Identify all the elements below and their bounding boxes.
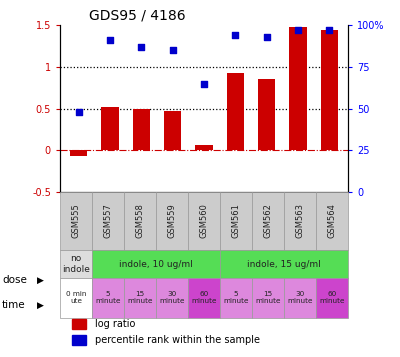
Bar	[188, 192, 220, 250]
Text: 5
minute: 5 minute	[223, 291, 249, 305]
Text: log ratio: log ratio	[94, 319, 135, 329]
Bar	[156, 278, 188, 318]
Bar	[70, 150, 87, 156]
Bar	[284, 278, 316, 318]
Bar	[92, 192, 124, 250]
Bar	[220, 278, 252, 318]
Text: GSM561: GSM561	[232, 203, 240, 238]
Bar	[124, 192, 156, 250]
Point	[138, 44, 144, 50]
Text: dose: dose	[2, 275, 27, 285]
Bar	[156, 192, 188, 250]
Text: GSM557: GSM557	[104, 203, 112, 238]
Point	[201, 81, 207, 87]
Point	[326, 27, 332, 33]
Text: 60
minute: 60 minute	[319, 291, 345, 305]
Text: GSM560: GSM560	[200, 203, 208, 238]
Bar	[316, 192, 348, 250]
Text: indole, 15 ug/ml: indole, 15 ug/ml	[247, 260, 321, 268]
Bar	[252, 278, 284, 318]
Bar	[102, 107, 119, 150]
Point	[264, 34, 270, 40]
Text: 15
minute: 15 minute	[255, 291, 281, 305]
Text: GSM562: GSM562	[264, 203, 272, 238]
Bar	[227, 72, 244, 150]
Text: GSM555: GSM555	[72, 203, 80, 238]
Text: ▶: ▶	[37, 301, 44, 310]
Text: 30
minute: 30 minute	[159, 291, 185, 305]
Bar	[220, 250, 348, 278]
Text: 15
minute: 15 minute	[127, 291, 153, 305]
Bar	[220, 192, 252, 250]
Text: GDS95 / 4186: GDS95 / 4186	[89, 9, 186, 22]
Bar	[164, 111, 181, 150]
Bar	[92, 250, 220, 278]
Point	[232, 32, 238, 38]
Text: indole, 10 ug/ml: indole, 10 ug/ml	[119, 260, 193, 268]
Text: time: time	[2, 300, 26, 310]
Bar	[252, 192, 284, 250]
Bar	[92, 278, 124, 318]
Text: 30
minute: 30 minute	[287, 291, 313, 305]
Point	[170, 47, 176, 53]
Bar	[60, 192, 92, 250]
Text: GSM558: GSM558	[136, 203, 144, 238]
Bar	[72, 319, 86, 329]
Bar	[133, 109, 150, 150]
Text: ▶: ▶	[37, 276, 44, 285]
Point	[107, 37, 113, 43]
Text: percentile rank within the sample: percentile rank within the sample	[94, 335, 260, 345]
Text: 0 min
ute: 0 min ute	[66, 291, 86, 305]
Bar	[72, 335, 86, 345]
Bar	[316, 278, 348, 318]
Text: 60
minute: 60 minute	[191, 291, 217, 305]
Bar	[321, 30, 338, 150]
Bar	[258, 79, 275, 150]
Point	[76, 109, 82, 115]
Text: GSM564: GSM564	[328, 203, 336, 238]
Point	[295, 27, 301, 33]
Bar	[60, 250, 92, 278]
Text: GSM559: GSM559	[168, 203, 176, 238]
Bar	[188, 278, 220, 318]
Bar	[195, 145, 213, 150]
Bar	[60, 278, 92, 318]
Text: GSM563: GSM563	[296, 203, 304, 238]
Bar	[124, 278, 156, 318]
Text: 5
minute: 5 minute	[95, 291, 121, 305]
Text: no
indole: no indole	[62, 254, 90, 274]
Bar	[284, 192, 316, 250]
Bar	[289, 27, 306, 150]
